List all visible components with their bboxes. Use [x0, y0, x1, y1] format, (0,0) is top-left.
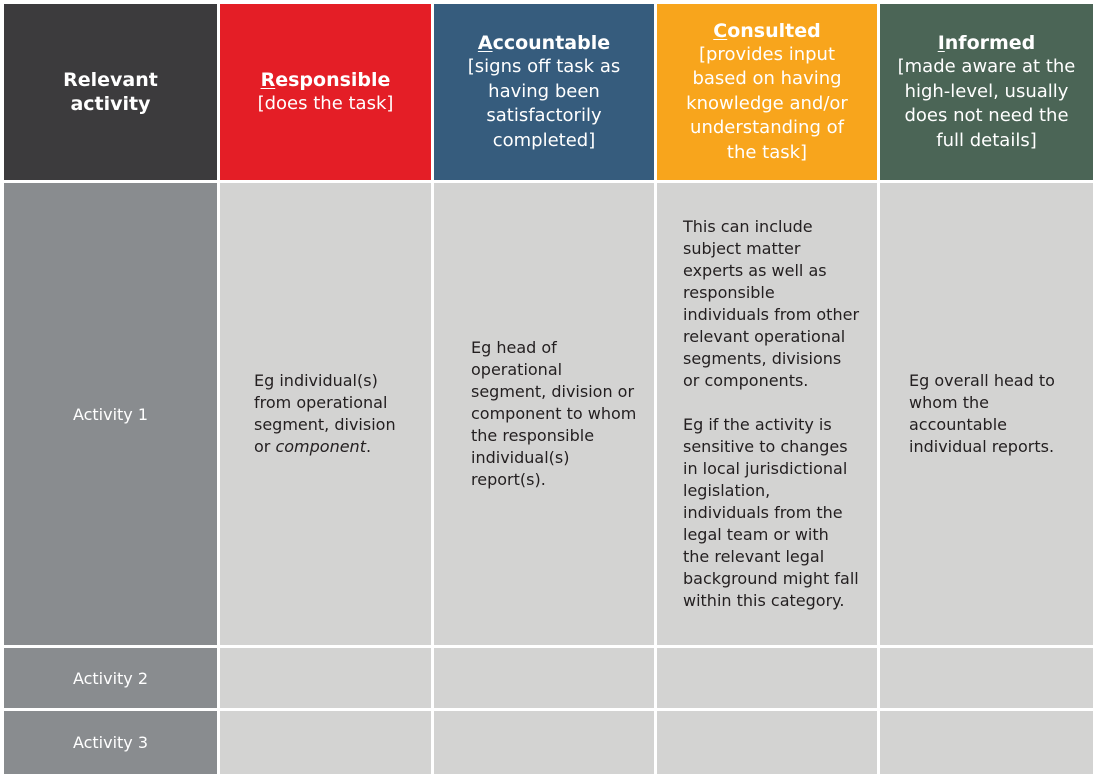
accountable-text: Eg head of operational segment, division…	[471, 338, 637, 489]
row-label-activity-3: Activity 3	[4, 711, 217, 774]
header-informed: Informed [made aware at the high-level, …	[880, 4, 1093, 180]
row-label-text: Activity 2	[72, 668, 149, 688]
cell-activity-2-consulted	[657, 648, 877, 708]
cell-activity-1-accountable: Eg head of operational segment, division…	[434, 183, 654, 645]
cell-activity-3-accountable	[434, 711, 654, 774]
header-accountable-title: Accountable	[477, 32, 611, 54]
cell-activity-3-informed	[880, 711, 1093, 774]
header-accountable: Accountable [signs off task as having be…	[434, 4, 654, 180]
cell-activity-2-informed	[880, 648, 1093, 708]
header-informed-title: Informed	[937, 32, 1036, 54]
cell-activity-1-consulted: This can include subject matter experts …	[657, 183, 877, 645]
cell-activity-1-informed: Eg overall head to whom the accountable …	[880, 183, 1093, 645]
responsible-text: Eg individual(s) from operational segmen…	[254, 371, 396, 456]
row-label-text: Activity 1	[72, 404, 149, 424]
consulted-text-1: This can include subject matter experts …	[683, 217, 860, 390]
cell-activity-3-responsible	[220, 711, 431, 774]
cell-activity-2-responsible	[220, 648, 431, 708]
header-responsible: Responsible [does the task]	[220, 4, 431, 180]
informed-text: Eg overall head to whom the accountable …	[909, 371, 1055, 456]
consulted-text-2: Eg if the activity is sensitive to chang…	[683, 415, 859, 610]
header-responsible-title: Responsible	[260, 68, 391, 91]
cell-activity-1-responsible: Eg individual(s) from operational segmen…	[220, 183, 431, 645]
header-responsible-desc: [does the task]	[257, 92, 394, 114]
cell-activity-3-consulted	[657, 711, 877, 774]
header-informed-desc: [made aware at the high-level, usually d…	[897, 56, 1076, 151]
header-consulted: Consulted [provides input based on havin…	[657, 4, 877, 180]
header-consulted-desc: [provides input based on having knowledg…	[686, 43, 848, 163]
row-label-activity-1: Activity 1	[4, 183, 217, 645]
row-label-activity-2: Activity 2	[4, 648, 217, 708]
cell-activity-2-accountable	[434, 648, 654, 708]
header-relevant-activity-label: Relevant activity	[63, 69, 158, 115]
header-relevant-activity: Relevant activity	[4, 4, 217, 180]
row-label-text: Activity 3	[72, 733, 149, 752]
header-consulted-title: Consulted	[713, 19, 821, 42]
header-accountable-desc: [signs off task as having been satisfact…	[467, 56, 621, 151]
